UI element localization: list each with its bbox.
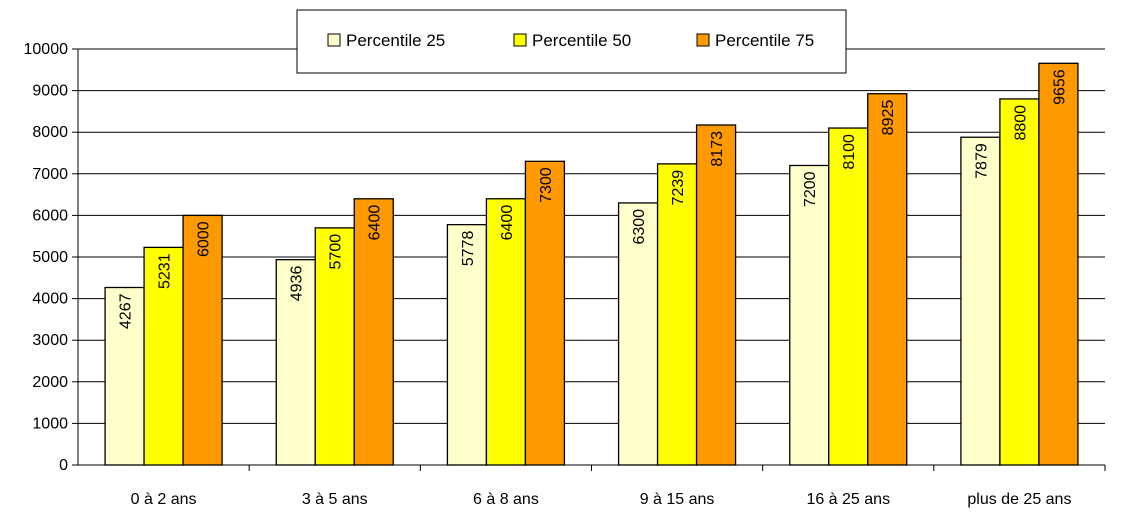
data-label: 4267 [118, 293, 135, 329]
y-tick-label: 1000 [32, 415, 68, 432]
bar [1038, 62, 1079, 466]
data-label: 7300 [538, 167, 555, 203]
data-label: 7239 [670, 170, 687, 206]
data-label: 6400 [499, 205, 516, 241]
legend-label: Percentile 75 [715, 31, 814, 50]
legend-swatch [696, 33, 710, 47]
data-label: 7879 [973, 143, 990, 179]
x-category-label: 3 à 5 ans [302, 491, 368, 508]
gridlines [78, 48, 1105, 424]
y-tick-label: 0 [59, 457, 68, 474]
data-label: 6300 [631, 209, 648, 245]
data-label: 7200 [802, 171, 819, 207]
bar [524, 160, 566, 466]
data-label: 6000 [196, 221, 213, 257]
y-tick-label: 7000 [32, 166, 68, 183]
y-tick-label: 8000 [32, 124, 68, 141]
bar [867, 93, 908, 466]
legend: Percentile 25 Percentile 50 Percentile 75 [296, 9, 847, 74]
bar [999, 98, 1040, 466]
data-label: 5231 [157, 253, 174, 289]
bar [695, 124, 737, 466]
data-label: 4936 [289, 266, 306, 302]
bar [104, 286, 145, 466]
x-category-label: 0 à 2 ans [131, 491, 197, 508]
legend-label: Percentile 50 [532, 31, 631, 50]
x-category-label: plus de 25 ans [967, 491, 1071, 508]
y-tick-label: 5000 [32, 249, 68, 266]
bar [143, 246, 184, 466]
legend-label: Percentile 25 [346, 31, 445, 50]
bar [617, 202, 659, 466]
bar [446, 223, 488, 466]
bar [828, 127, 869, 466]
axes: 0 1000 2000 3000 4000 5000 6000 7000 8000 9000 100… [24, 41, 1106, 508]
data-label: 8800 [1012, 105, 1029, 141]
legend-swatch [513, 33, 527, 47]
x-category-label: 6 à 8 ans [473, 491, 539, 508]
y-tick-label: 2000 [32, 374, 68, 391]
data-label: 8925 [880, 100, 897, 136]
y-tick-label: 6000 [32, 207, 68, 224]
x-category-label: 9 à 15 ans [640, 491, 715, 508]
bar [656, 163, 698, 466]
y-tick-label: 9000 [32, 83, 68, 100]
bar [485, 198, 527, 466]
data-label: 5700 [328, 234, 345, 270]
data-labels: 4267 5231 6000 4936 5700 6400 5778 6400 7300 6300… [118, 69, 1069, 329]
y-tick-label: 3000 [32, 332, 68, 349]
bar [353, 198, 394, 466]
data-label: 6400 [367, 205, 384, 241]
data-label: 5778 [460, 231, 477, 267]
data-label: 8100 [841, 134, 858, 170]
y-tick-label: 10000 [24, 41, 69, 58]
data-label: 8173 [709, 131, 726, 167]
bar [789, 164, 830, 466]
bars [104, 62, 1079, 466]
x-category-label: 16 à 25 ans [806, 491, 890, 508]
y-tick-label: 4000 [32, 291, 68, 308]
bar [960, 136, 1001, 466]
bar [182, 214, 223, 466]
legend-box [296, 9, 847, 74]
legend-swatch [327, 33, 341, 47]
data-label: 9656 [1051, 69, 1068, 105]
